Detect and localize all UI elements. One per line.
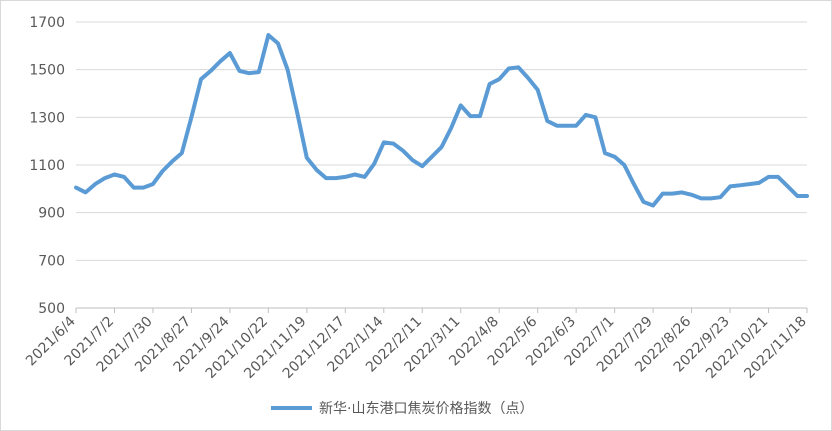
y-tick-label: 900 <box>38 206 65 222</box>
x-axis <box>75 307 808 313</box>
y-tick-label: 700 <box>38 253 65 269</box>
y-tick-label: 1100 <box>29 158 65 174</box>
y-tick-label: 1700 <box>29 15 65 31</box>
y-tick-label: 1300 <box>29 110 65 126</box>
gridlines <box>76 21 807 261</box>
y-tick-label: 500 <box>38 301 65 317</box>
y-axis-tick-labels: 500 700 900 1100 1300 1500 1700 <box>29 15 65 317</box>
x-axis-tick-labels: 2021/6/42021/7/22021/7/302021/8/272021/9… <box>23 313 810 381</box>
series-layer <box>74 33 809 208</box>
series-line <box>74 33 809 208</box>
legend-label: 新华·山东港口焦炭价格指数（点） <box>319 401 533 417</box>
legend: 新华·山东港口焦炭价格指数（点） <box>271 401 533 417</box>
y-tick-label: 1500 <box>29 63 65 79</box>
